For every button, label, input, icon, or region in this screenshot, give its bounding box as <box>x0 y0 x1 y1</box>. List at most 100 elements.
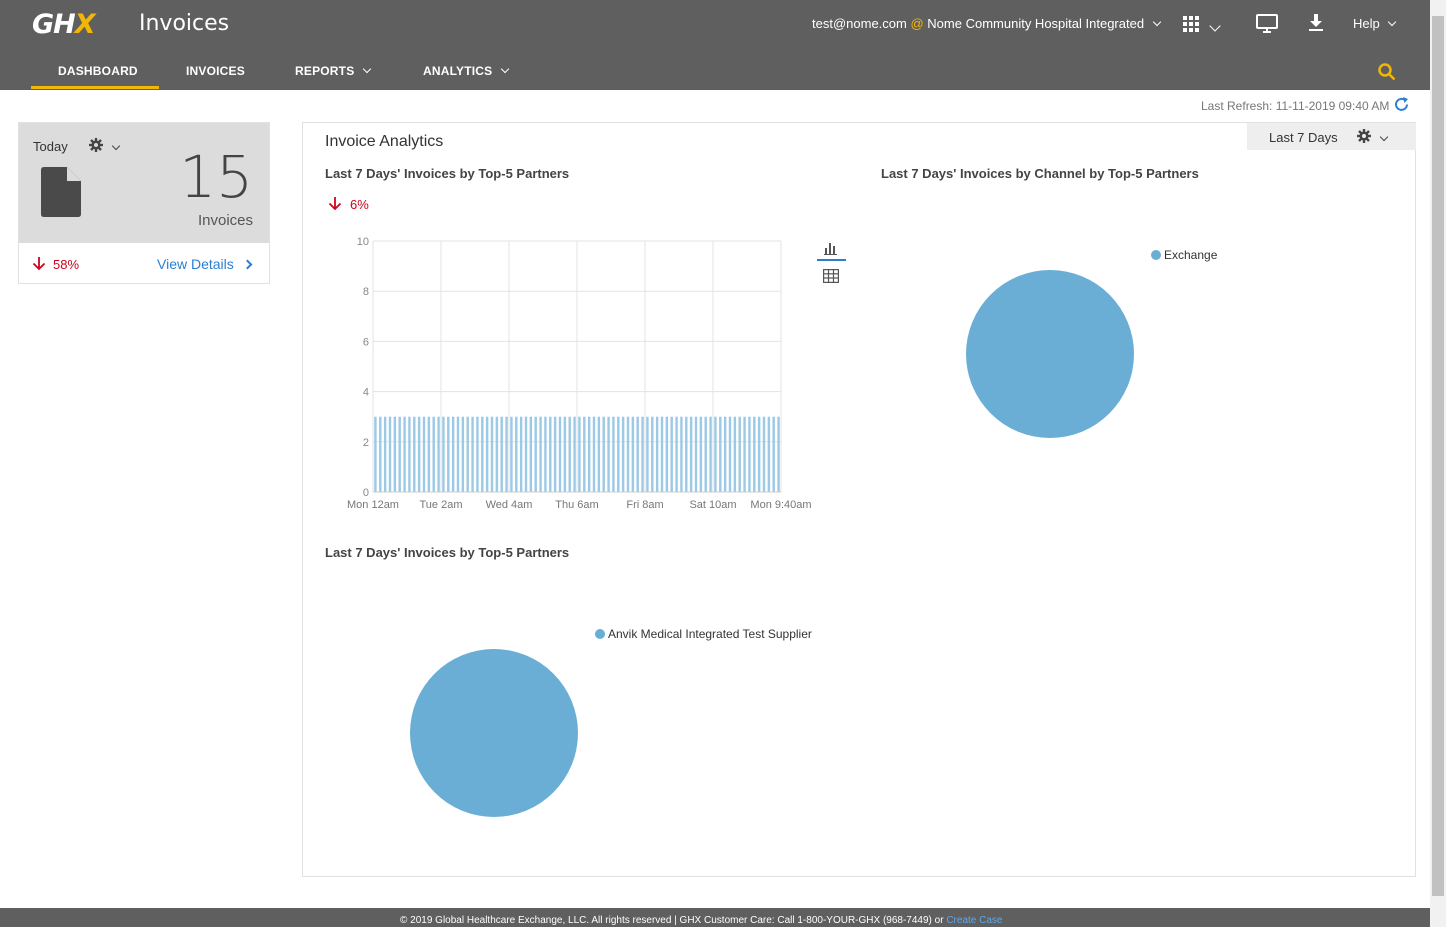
today-change-percent: 58% <box>53 257 80 272</box>
refresh-icon[interactable] <box>1393 96 1410 118</box>
gear-icon <box>1357 129 1371 143</box>
bar <box>597 416 601 492</box>
partner-legend-item[interactable]: Anvik Medical Integrated Test Supplier <box>595 627 813 641</box>
bar <box>466 416 469 492</box>
bar <box>665 416 669 492</box>
tab-analytics-label: ANALYTICS <box>423 64 493 78</box>
bar <box>723 416 727 492</box>
bar <box>689 416 693 492</box>
bar-chart-icon <box>824 243 837 255</box>
create-case-link[interactable]: Create Case <box>946 915 1003 926</box>
chevron-down-icon <box>1152 17 1161 27</box>
bar <box>748 416 751 492</box>
bar <box>743 416 746 492</box>
bar <box>646 416 649 492</box>
app-title: Invoices <box>139 11 230 36</box>
bar <box>777 416 780 492</box>
search-icon[interactable] <box>1378 63 1396 86</box>
bar <box>733 416 737 492</box>
today-period-label: Today <box>33 139 68 154</box>
y-tick-label: 0 <box>363 487 369 499</box>
monitor-icon[interactable] <box>1256 14 1278 39</box>
chart-view-toggle[interactable] <box>817 239 846 261</box>
x-tick-label: Thu 6am <box>555 499 598 511</box>
bar <box>515 416 518 492</box>
tab-reports[interactable]: REPORTS <box>295 64 372 78</box>
bar <box>738 416 741 492</box>
tab-analytics[interactable]: ANALYTICS <box>423 64 510 78</box>
period-selector[interactable]: Last 7 Days <box>1269 130 1338 145</box>
bar <box>505 416 508 492</box>
card-settings-menu[interactable] <box>89 138 121 157</box>
bar <box>714 416 717 492</box>
channel-legend-item[interactable]: Exchange <box>1151 248 1217 262</box>
bar <box>573 416 576 492</box>
chevron-down-icon <box>1380 132 1389 142</box>
partner-legend-label: Anvik Medical Integrated Test Supplier <box>608 627 812 641</box>
bar-chart-title: Last 7 Days' Invoices by Top-5 Partners <box>325 166 570 181</box>
bar <box>602 416 605 492</box>
x-tick-label: Mon 12am <box>347 499 399 511</box>
bar <box>447 416 450 492</box>
bar <box>553 416 557 492</box>
pie-slice-exchange[interactable] <box>966 270 1134 438</box>
bar <box>583 416 586 492</box>
y-tick-label: 2 <box>363 437 369 449</box>
panel-settings-menu[interactable] <box>1357 129 1389 148</box>
chevron-down-icon <box>362 64 372 74</box>
help-menu[interactable]: Help <box>1353 16 1397 31</box>
last-refresh: Last Refresh: 11-11-2019 09:40 AM <box>1201 99 1390 113</box>
partner-chart-title: Last 7 Days' Invoices by Top-5 Partners <box>325 545 570 560</box>
bar-chart: 0 2 4 6 8 10 Mon 12am Tue 2am Wed 4am Thu 6am Fri … <box>347 236 812 511</box>
table-view-toggle[interactable] <box>823 269 840 288</box>
bar <box>476 416 479 492</box>
bar <box>456 416 460 492</box>
bar <box>704 416 707 492</box>
user-org-selector[interactable]: test@nome.com @ Nome Community Hospital … <box>812 16 1161 31</box>
bar <box>549 416 552 492</box>
table-grid-icon <box>823 269 840 284</box>
bar <box>471 416 474 492</box>
download-icon[interactable] <box>1308 14 1324 37</box>
bar <box>485 416 489 492</box>
page-scrollbar[interactable] <box>1430 0 1446 927</box>
bar <box>675 416 678 492</box>
top-bar: GHX Invoices test@nome.com @ Nome Commun… <box>0 0 1446 90</box>
bar <box>534 416 537 492</box>
bar <box>510 416 513 492</box>
bar <box>524 416 528 492</box>
bar <box>728 416 732 492</box>
bar <box>762 416 766 492</box>
bar <box>495 416 499 492</box>
bar <box>490 416 494 492</box>
bar <box>461 416 465 492</box>
bar <box>617 416 620 492</box>
bar <box>393 416 397 492</box>
tab-invoices[interactable]: INVOICES <box>186 64 245 78</box>
organization-name: Nome Community Hospital Integrated <box>927 16 1145 31</box>
view-details-link[interactable]: View Details <box>157 256 253 272</box>
bar <box>437 416 440 492</box>
help-label: Help <box>1353 16 1380 31</box>
tab-dashboard[interactable]: DASHBOARD <box>58 64 138 78</box>
period-selector-bar: Last 7 Days <box>1247 123 1416 150</box>
channel-legend-label: Exchange <box>1164 248 1218 262</box>
scrollbar-thumb[interactable] <box>1432 16 1444 896</box>
bar <box>636 416 639 492</box>
bar <box>592 416 596 492</box>
partner-pie-chart <box>410 649 578 817</box>
user-email: test@nome.com <box>812 16 907 31</box>
bar <box>379 416 382 492</box>
bar <box>709 416 712 492</box>
channel-pie-chart <box>966 270 1134 438</box>
bar-change-percent: 6% <box>350 197 369 212</box>
ghx-logo[interactable]: GHX <box>32 9 96 40</box>
bar <box>427 416 431 492</box>
apps-grid-icon[interactable] <box>1183 16 1199 37</box>
apps-chevron-down-icon[interactable] <box>1209 17 1221 35</box>
footer: © 2019 Global Healthcare Exchange, LLC. … <box>0 908 1446 927</box>
bar <box>767 416 771 492</box>
pie-slice-anvik-medical[interactable] <box>410 649 578 817</box>
today-card-header: Today 15 Invoices <box>19 123 269 243</box>
bar <box>403 416 406 492</box>
